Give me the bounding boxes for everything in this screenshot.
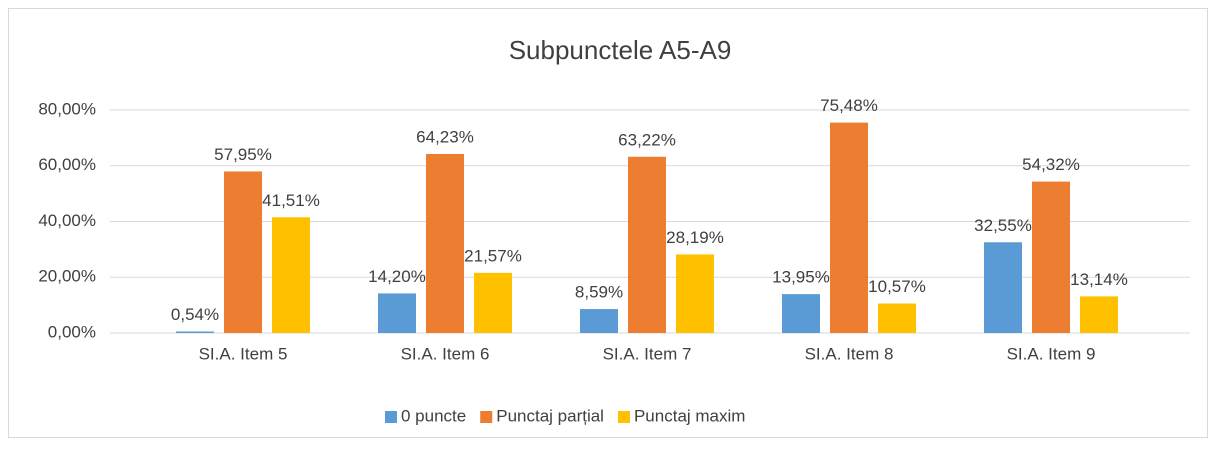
y-tick-label: 40,00%	[38, 211, 96, 230]
legend-label: Punctaj maxim	[634, 406, 745, 425]
bar	[1080, 296, 1118, 333]
y-tick-label: 0,00%	[48, 322, 96, 341]
x-tick-label: SI.A. Item 5	[199, 344, 288, 363]
bar	[378, 293, 416, 333]
y-tick-label: 60,00%	[38, 155, 96, 174]
bar	[878, 303, 916, 333]
bar	[984, 242, 1022, 333]
legend-swatch	[617, 411, 630, 423]
bar	[224, 171, 262, 333]
legend-label: 0 puncte	[401, 406, 466, 425]
value-label: 75,48%	[820, 96, 878, 115]
legend-label: Punctaj parțial	[496, 406, 604, 425]
value-label: 54,32%	[1022, 155, 1080, 174]
y-tick-label: 20,00%	[38, 267, 96, 286]
bar	[628, 156, 666, 333]
value-label: 28,19%	[666, 228, 724, 247]
value-label: 64,23%	[416, 127, 474, 146]
bar	[1032, 181, 1070, 333]
x-tick-label: SI.A. Item 8	[805, 344, 894, 363]
x-tick-label: SI.A. Item 9	[1007, 344, 1096, 363]
bar	[830, 122, 868, 333]
chart-title: Subpunctele A5-A9	[509, 35, 732, 65]
bar	[426, 153, 464, 333]
value-label: 57,95%	[214, 145, 272, 164]
value-label: 21,57%	[464, 246, 522, 265]
value-label: 14,20%	[368, 267, 426, 286]
value-label: 0,54%	[171, 305, 219, 324]
bar	[676, 254, 714, 333]
value-label: 41,51%	[262, 191, 320, 210]
chart-border	[8, 8, 1208, 438]
value-label: 13,14%	[1070, 270, 1128, 289]
value-label: 63,22%	[618, 130, 676, 149]
value-label: 13,95%	[772, 268, 830, 287]
bar	[474, 272, 512, 333]
x-tick-label: SI.A. Item 7	[603, 344, 692, 363]
bar	[580, 309, 618, 333]
x-tick-label: SI.A. Item 6	[401, 344, 490, 363]
y-tick-label: 80,00%	[38, 99, 96, 118]
bar	[782, 294, 820, 333]
legend-swatch	[385, 411, 397, 423]
value-label: 8,59%	[575, 283, 623, 302]
bar	[176, 331, 214, 333]
bar	[272, 217, 310, 333]
value-label: 32,55%	[974, 216, 1032, 235]
value-label: 10,57%	[868, 277, 926, 296]
legend-swatch	[480, 411, 493, 423]
